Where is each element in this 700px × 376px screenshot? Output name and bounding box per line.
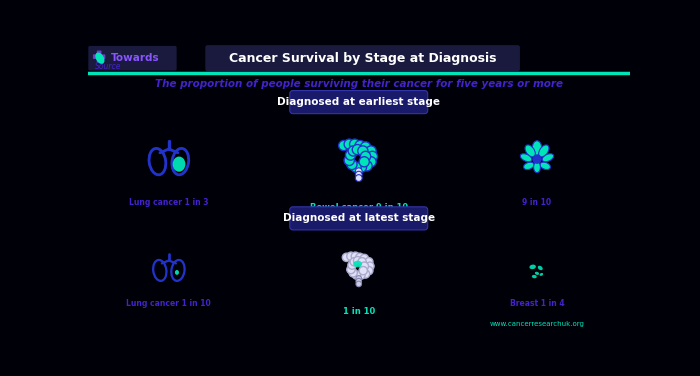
Ellipse shape — [149, 149, 166, 175]
Text: www.cancerresearchuk.org: www.cancerresearchuk.org — [489, 321, 584, 327]
Ellipse shape — [532, 275, 537, 278]
FancyBboxPatch shape — [290, 207, 428, 230]
Ellipse shape — [540, 273, 543, 276]
Ellipse shape — [520, 154, 532, 162]
Circle shape — [342, 253, 351, 261]
Ellipse shape — [538, 266, 542, 270]
Circle shape — [346, 159, 357, 170]
Text: The proportion of people surviving their cancer for five years or more: The proportion of people surviving their… — [155, 79, 563, 89]
Circle shape — [368, 151, 377, 161]
Circle shape — [352, 271, 361, 279]
Ellipse shape — [354, 261, 362, 267]
Circle shape — [351, 162, 361, 172]
Circle shape — [346, 150, 356, 160]
Ellipse shape — [95, 53, 104, 64]
Circle shape — [356, 171, 362, 178]
Text: Towards: Towards — [111, 53, 160, 63]
Circle shape — [349, 269, 358, 277]
Ellipse shape — [542, 154, 554, 162]
Circle shape — [358, 146, 368, 156]
Ellipse shape — [533, 162, 540, 173]
Circle shape — [356, 253, 364, 261]
Text: Lung cancer 1 in 3: Lung cancer 1 in 3 — [129, 197, 209, 206]
Circle shape — [351, 252, 360, 261]
Circle shape — [361, 270, 370, 278]
Circle shape — [344, 155, 354, 165]
Circle shape — [356, 276, 361, 281]
Ellipse shape — [173, 156, 186, 172]
Text: Lung cancer 1 in 10: Lung cancer 1 in 10 — [127, 299, 211, 308]
Text: 9 in 10: 9 in 10 — [522, 197, 552, 206]
FancyBboxPatch shape — [97, 50, 102, 63]
Ellipse shape — [532, 141, 542, 156]
Ellipse shape — [535, 272, 539, 275]
Ellipse shape — [153, 260, 167, 281]
Circle shape — [366, 146, 376, 156]
Text: Bowel cancer 9 in 10: Bowel cancer 9 in 10 — [309, 203, 408, 212]
Circle shape — [356, 175, 362, 182]
Circle shape — [348, 261, 356, 269]
Ellipse shape — [172, 260, 185, 281]
Ellipse shape — [524, 162, 534, 170]
Circle shape — [349, 139, 360, 149]
Circle shape — [362, 161, 372, 171]
Circle shape — [354, 256, 362, 265]
Text: Diagnosed at latest stage: Diagnosed at latest stage — [283, 213, 435, 223]
Text: Diagnosed at earliest stage: Diagnosed at earliest stage — [277, 97, 440, 107]
Circle shape — [360, 142, 371, 152]
Circle shape — [355, 141, 365, 151]
Circle shape — [356, 281, 361, 287]
FancyBboxPatch shape — [290, 91, 428, 114]
Text: Source: Source — [95, 62, 122, 71]
Circle shape — [339, 141, 349, 151]
Circle shape — [344, 139, 354, 149]
Circle shape — [356, 278, 361, 284]
Circle shape — [357, 271, 365, 279]
Ellipse shape — [529, 265, 536, 269]
Circle shape — [360, 262, 368, 270]
Ellipse shape — [525, 145, 536, 157]
Circle shape — [352, 144, 363, 155]
Text: Cancer Survival by Stage at Diagnosis: Cancer Survival by Stage at Diagnosis — [229, 53, 496, 65]
Text: Breast 1 in 4: Breast 1 in 4 — [510, 299, 564, 308]
Circle shape — [533, 155, 541, 163]
Circle shape — [358, 258, 366, 266]
Circle shape — [365, 258, 373, 266]
FancyBboxPatch shape — [93, 55, 105, 59]
Ellipse shape — [540, 162, 550, 170]
Text: 1 in 10: 1 in 10 — [342, 307, 375, 316]
Circle shape — [346, 265, 355, 274]
Circle shape — [366, 157, 376, 167]
Ellipse shape — [539, 145, 549, 157]
Circle shape — [365, 262, 374, 270]
FancyBboxPatch shape — [88, 46, 176, 71]
Circle shape — [348, 146, 358, 156]
Circle shape — [359, 157, 370, 167]
Circle shape — [365, 267, 373, 275]
Ellipse shape — [172, 149, 189, 175]
Circle shape — [360, 254, 368, 262]
Circle shape — [359, 267, 368, 275]
FancyBboxPatch shape — [205, 45, 520, 71]
Ellipse shape — [175, 270, 179, 275]
Circle shape — [356, 168, 362, 175]
Circle shape — [356, 162, 367, 172]
Circle shape — [360, 151, 371, 161]
Circle shape — [350, 258, 358, 266]
Circle shape — [346, 252, 355, 261]
